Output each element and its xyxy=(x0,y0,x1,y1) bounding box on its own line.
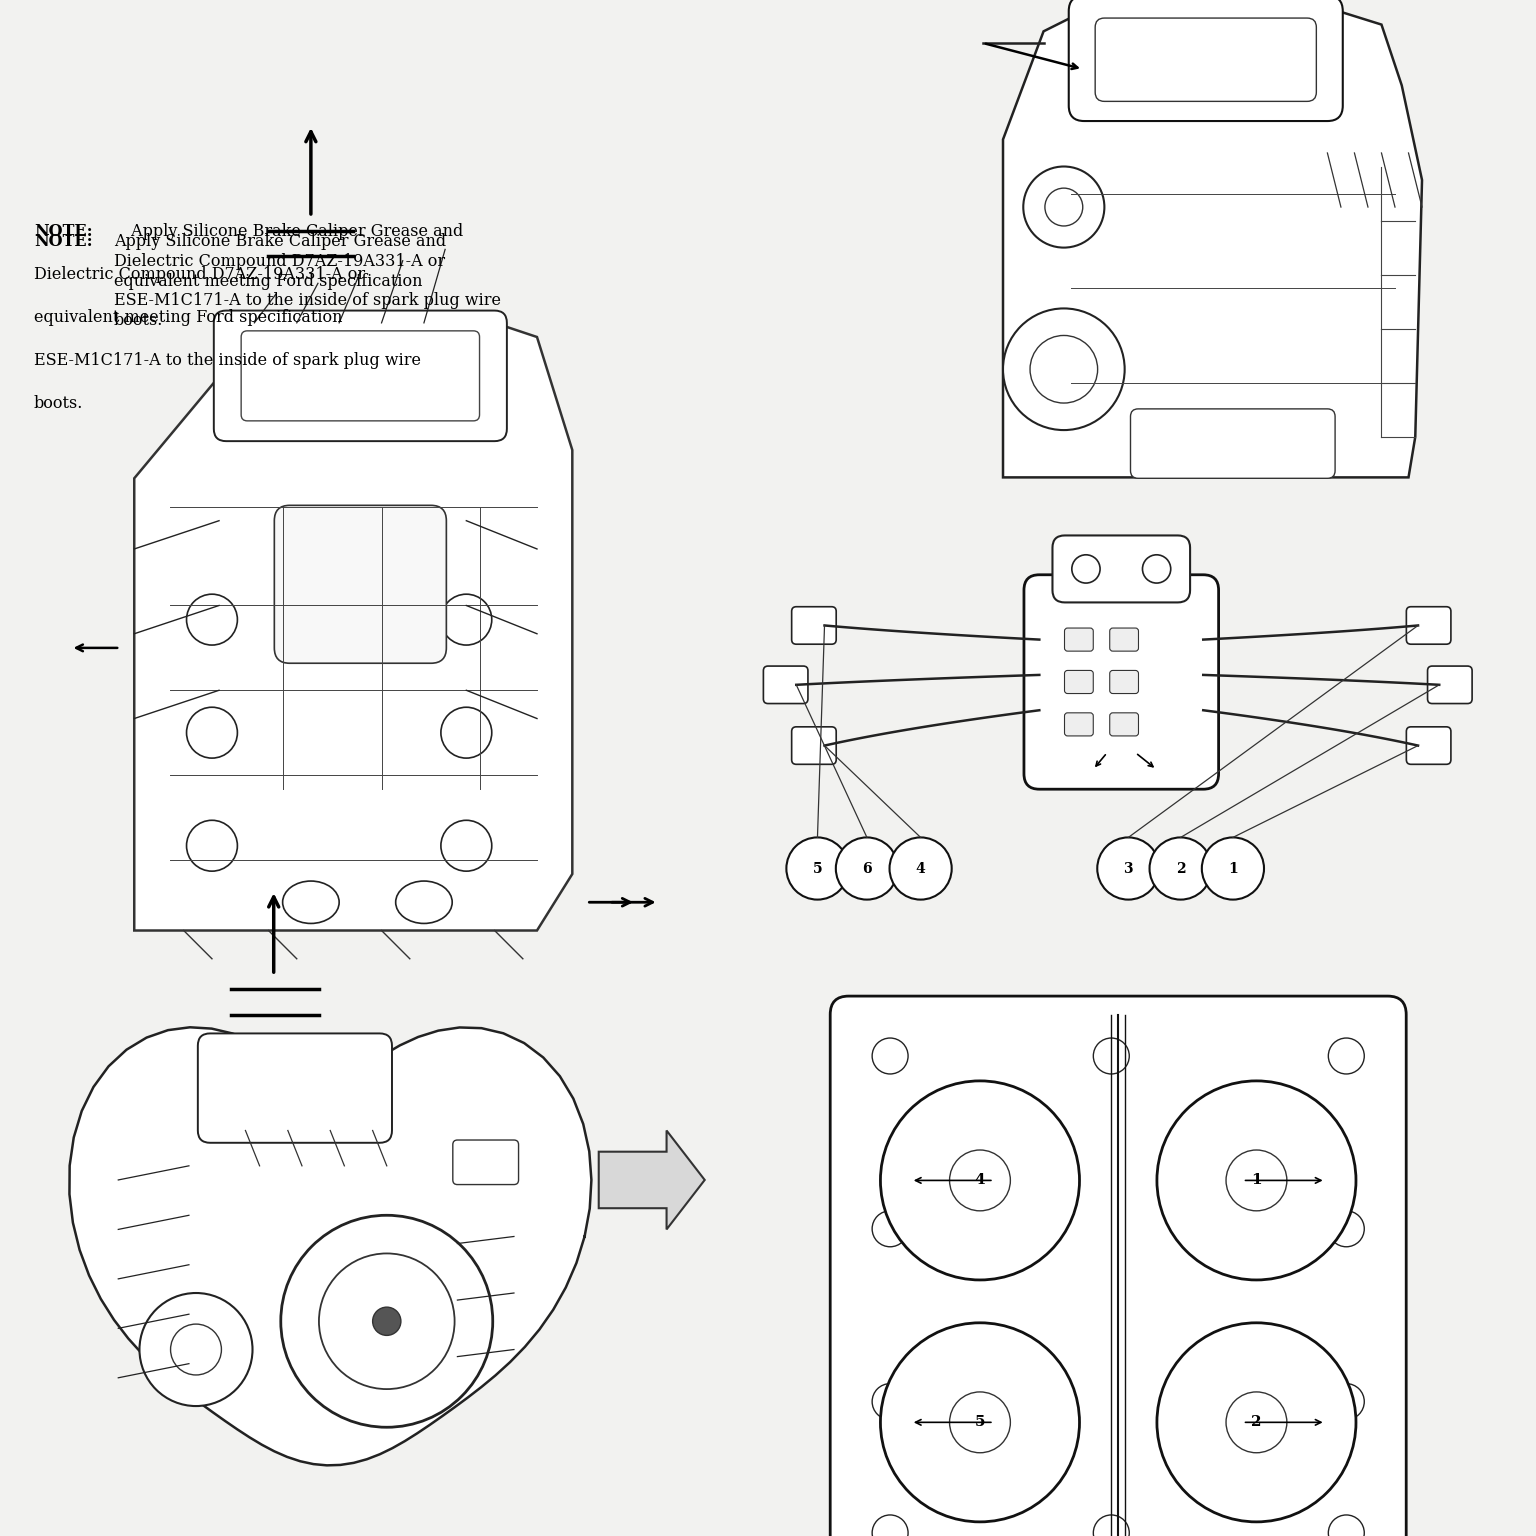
Circle shape xyxy=(1097,837,1160,900)
Circle shape xyxy=(880,1322,1080,1522)
FancyBboxPatch shape xyxy=(1052,536,1190,602)
Circle shape xyxy=(836,837,899,900)
Polygon shape xyxy=(599,1130,705,1229)
Circle shape xyxy=(949,1150,1011,1210)
FancyBboxPatch shape xyxy=(1069,0,1342,121)
Text: 3: 3 xyxy=(1123,862,1134,876)
FancyBboxPatch shape xyxy=(1109,628,1138,651)
FancyBboxPatch shape xyxy=(1407,607,1452,644)
Circle shape xyxy=(872,1384,908,1419)
Text: NOTE:: NOTE: xyxy=(34,233,92,250)
Circle shape xyxy=(186,820,238,871)
Circle shape xyxy=(373,1307,401,1335)
Circle shape xyxy=(1031,335,1098,402)
Text: 2: 2 xyxy=(1177,862,1186,876)
Circle shape xyxy=(140,1293,252,1405)
Text: 6: 6 xyxy=(862,862,872,876)
Text: equivalent meeting Ford specification: equivalent meeting Ford specification xyxy=(34,309,343,326)
FancyBboxPatch shape xyxy=(1130,409,1335,478)
Text: Apply Silicone Brake Caliper Grease and
Dielectric Compound D7AZ-19A331-A or
equ: Apply Silicone Brake Caliper Grease and … xyxy=(114,233,501,329)
Circle shape xyxy=(441,594,492,645)
Circle shape xyxy=(1329,1038,1364,1074)
FancyBboxPatch shape xyxy=(791,607,836,644)
Polygon shape xyxy=(134,323,573,931)
Circle shape xyxy=(880,1081,1080,1279)
Circle shape xyxy=(1201,837,1264,900)
Circle shape xyxy=(1023,166,1104,247)
Text: ESE-M1C171-A to the inside of spark plug wire: ESE-M1C171-A to the inside of spark plug… xyxy=(34,352,421,369)
FancyBboxPatch shape xyxy=(1109,670,1138,694)
FancyBboxPatch shape xyxy=(214,310,507,441)
Circle shape xyxy=(170,1324,221,1375)
FancyBboxPatch shape xyxy=(1427,667,1471,703)
Circle shape xyxy=(1157,1322,1356,1522)
Text: 2: 2 xyxy=(1252,1415,1261,1430)
Circle shape xyxy=(872,1038,908,1074)
Ellipse shape xyxy=(396,882,452,923)
Circle shape xyxy=(1044,187,1083,226)
Circle shape xyxy=(1329,1514,1364,1536)
Circle shape xyxy=(949,1392,1011,1453)
FancyBboxPatch shape xyxy=(763,667,808,703)
Ellipse shape xyxy=(283,882,339,923)
Circle shape xyxy=(1003,309,1124,430)
Circle shape xyxy=(1157,1081,1356,1279)
Text: boots.: boots. xyxy=(34,395,83,412)
Circle shape xyxy=(872,1210,908,1247)
Circle shape xyxy=(1226,1150,1287,1210)
Circle shape xyxy=(186,594,238,645)
FancyBboxPatch shape xyxy=(1407,727,1452,765)
FancyBboxPatch shape xyxy=(1064,713,1094,736)
Circle shape xyxy=(1329,1210,1364,1247)
Circle shape xyxy=(441,707,492,759)
Circle shape xyxy=(786,837,848,900)
FancyBboxPatch shape xyxy=(1064,670,1094,694)
Circle shape xyxy=(1329,1384,1364,1419)
Text: 4: 4 xyxy=(915,862,926,876)
Text: 1: 1 xyxy=(1229,862,1238,876)
Circle shape xyxy=(186,707,238,759)
Polygon shape xyxy=(1003,0,1422,478)
Circle shape xyxy=(889,837,952,900)
Text: 5: 5 xyxy=(975,1415,985,1430)
Circle shape xyxy=(319,1253,455,1389)
Text: Apply Silicone Brake Caliper Grease and: Apply Silicone Brake Caliper Grease and xyxy=(126,223,464,240)
FancyBboxPatch shape xyxy=(1109,713,1138,736)
Circle shape xyxy=(1143,554,1170,584)
FancyBboxPatch shape xyxy=(791,727,836,765)
Circle shape xyxy=(1094,1038,1129,1074)
Polygon shape xyxy=(69,1028,591,1465)
FancyBboxPatch shape xyxy=(198,1034,392,1143)
Text: NOTE:: NOTE: xyxy=(34,223,92,240)
Circle shape xyxy=(1226,1392,1287,1453)
Text: 4: 4 xyxy=(975,1174,985,1187)
Circle shape xyxy=(1149,837,1212,900)
FancyBboxPatch shape xyxy=(829,997,1407,1536)
FancyBboxPatch shape xyxy=(1025,574,1218,790)
FancyBboxPatch shape xyxy=(1064,628,1094,651)
Text: Dielectric Compound D7AZ-19A331-A or: Dielectric Compound D7AZ-19A331-A or xyxy=(34,266,366,283)
FancyBboxPatch shape xyxy=(275,505,447,664)
Text: 5: 5 xyxy=(813,862,822,876)
Circle shape xyxy=(441,820,492,871)
Circle shape xyxy=(1072,554,1100,584)
Circle shape xyxy=(281,1215,493,1427)
Circle shape xyxy=(872,1514,908,1536)
FancyBboxPatch shape xyxy=(453,1140,519,1184)
Text: 1: 1 xyxy=(1252,1174,1261,1187)
Circle shape xyxy=(1094,1514,1129,1536)
